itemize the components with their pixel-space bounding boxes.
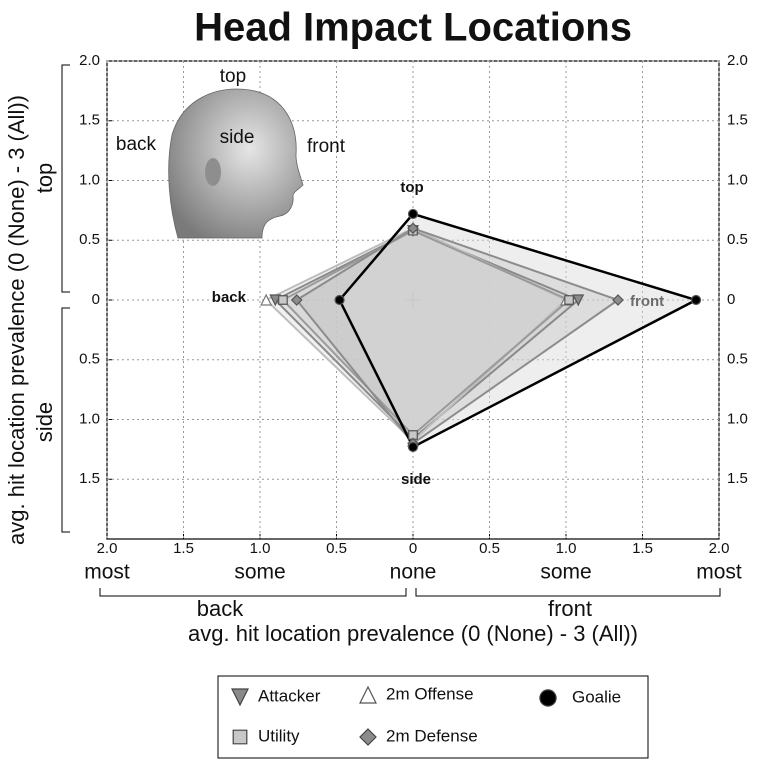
legend-label: 2m Offense bbox=[386, 684, 474, 703]
marker bbox=[564, 295, 574, 305]
y-group-label: side bbox=[32, 402, 57, 442]
y-tick-label: 0.5 bbox=[79, 351, 100, 368]
y-tick-label: 0.5 bbox=[79, 231, 100, 248]
y-bracket bbox=[61, 64, 70, 533]
head-label: front bbox=[307, 136, 346, 157]
marker bbox=[539, 689, 557, 707]
marker bbox=[407, 208, 419, 220]
marker bbox=[612, 294, 624, 306]
x-tick-label: 0.5 bbox=[326, 540, 347, 557]
legend-label: Attacker bbox=[258, 686, 321, 705]
marker bbox=[408, 430, 418, 440]
y2-tick-label: 1.5 bbox=[727, 112, 748, 129]
category-label: front bbox=[630, 293, 664, 310]
head-label: back bbox=[116, 134, 157, 155]
marker bbox=[231, 688, 249, 707]
category-label: back bbox=[212, 289, 247, 306]
y-tick-label: 2.0 bbox=[79, 52, 100, 69]
area bbox=[266, 228, 566, 442]
x-tick-label: 1.0 bbox=[250, 540, 271, 557]
marker bbox=[278, 295, 288, 305]
x-bracket bbox=[99, 588, 721, 597]
marker bbox=[572, 294, 585, 307]
marker bbox=[290, 294, 303, 306]
y2-tick-label: 0.5 bbox=[727, 231, 748, 248]
y-group-label: top bbox=[32, 163, 57, 194]
head-illustration bbox=[168, 88, 304, 239]
area bbox=[275, 230, 579, 439]
legend-label: Utility bbox=[258, 726, 300, 745]
scale-label: some bbox=[234, 561, 285, 584]
legend bbox=[217, 675, 649, 759]
y2-tick-label: 1.5 bbox=[727, 470, 748, 487]
x-tick-label: 2.0 bbox=[709, 540, 730, 557]
category-label: side bbox=[401, 471, 431, 488]
y-tick-label: 1.0 bbox=[79, 171, 100, 188]
head-label: side bbox=[220, 127, 255, 148]
marker bbox=[232, 729, 248, 745]
scale-label: none bbox=[390, 561, 437, 584]
y-tick-label: 1.5 bbox=[79, 112, 100, 129]
y-axis-label: avg. hit location prevalence (0 (None) -… bbox=[4, 95, 29, 545]
y-tick-label: 0 bbox=[92, 291, 100, 308]
x-tick-label: 0.5 bbox=[479, 540, 500, 557]
marker bbox=[359, 728, 377, 746]
marker bbox=[359, 685, 377, 704]
marker bbox=[260, 293, 273, 306]
scale-label: some bbox=[540, 561, 591, 584]
area bbox=[339, 213, 697, 447]
x-tick-label: 1.5 bbox=[173, 540, 194, 557]
x-tick-label: 2.0 bbox=[97, 540, 118, 557]
x-tick-label: 0 bbox=[409, 540, 417, 557]
x-tick-label: 1.0 bbox=[556, 540, 577, 557]
x-tick-label: 1.5 bbox=[632, 540, 653, 557]
y2-tick-label: 2.0 bbox=[727, 52, 748, 69]
y2-tick-label: 0.5 bbox=[727, 351, 748, 368]
legend-label: 2m Defense bbox=[386, 726, 478, 745]
chart-title: Head Impact Locations bbox=[194, 6, 632, 50]
marker bbox=[269, 294, 282, 307]
x-axis-label: avg. hit location prevalence (0 (None) -… bbox=[188, 621, 638, 646]
marker bbox=[690, 294, 702, 306]
scale-label: most bbox=[84, 561, 130, 584]
marker bbox=[407, 222, 419, 235]
marker bbox=[407, 441, 419, 453]
legend-label: Goalie bbox=[572, 687, 621, 706]
x-group-label: front bbox=[548, 596, 592, 621]
y-tick-label: 1.0 bbox=[79, 410, 100, 427]
scale-label: most bbox=[696, 561, 742, 584]
x-group-label: back bbox=[197, 596, 244, 621]
category-label: top bbox=[400, 179, 423, 196]
y2-tick-label: 0 bbox=[727, 291, 735, 308]
y2-tick-label: 1.0 bbox=[727, 171, 748, 188]
head-label: top bbox=[220, 66, 246, 87]
y2-tick-label: 1.0 bbox=[727, 410, 748, 427]
y-tick-label: 1.5 bbox=[79, 470, 100, 487]
marker bbox=[334, 294, 345, 306]
